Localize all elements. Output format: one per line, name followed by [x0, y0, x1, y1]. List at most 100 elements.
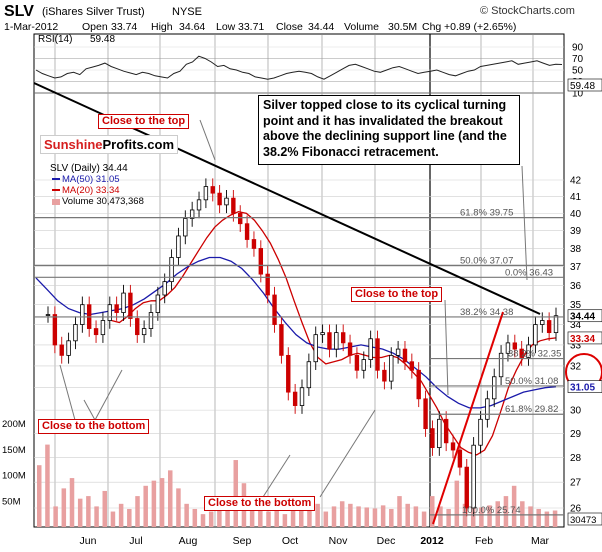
close-label: Close: [276, 21, 303, 33]
rising-trend-line: [432, 311, 504, 525]
volume-bar: [258, 506, 263, 527]
volume-bar: [168, 470, 173, 527]
candle-body: [471, 444, 476, 509]
candle-body: [155, 294, 161, 313]
annotation-pointer-line: [94, 369, 123, 421]
close-to-bottom-text-1: Close to the bottom: [42, 420, 146, 432]
candle-body: [210, 186, 215, 194]
x-tick-label: Oct: [282, 535, 298, 547]
volume-bar: [217, 503, 222, 527]
rsi-tag-box: [567, 78, 602, 92]
volume-layer: [37, 444, 558, 527]
candle-body: [519, 348, 524, 358]
price-tick-label: 32: [570, 361, 582, 372]
low-label: Low: [216, 21, 236, 33]
close-to-bottom-label-2: Close to the bottom: [204, 496, 316, 511]
candle-body: [546, 320, 552, 334]
volume-bar: [421, 511, 427, 527]
volume-bar: [413, 506, 419, 527]
candle-body: [279, 324, 284, 356]
volume-bar: [69, 478, 75, 527]
ma20-legend: MA(20) 33.34: [62, 185, 120, 196]
candle-body: [347, 342, 353, 356]
candle-body: [238, 212, 243, 225]
candle-body: [395, 348, 401, 356]
volume-bar: [274, 508, 279, 527]
brand-second: Profits.com: [102, 137, 175, 152]
volume-bar: [380, 505, 386, 527]
annotation-pointer-line: [199, 119, 216, 161]
volume-bar: [307, 498, 312, 527]
candle-body: [286, 354, 291, 393]
volume-bar: [233, 460, 239, 527]
price-tick-label: 26: [570, 504, 582, 515]
volume-bar: [348, 503, 353, 527]
volume-legend-swatch: [52, 199, 60, 205]
candle-body: [162, 281, 167, 296]
price-tick-label: 42: [570, 176, 582, 187]
candle-body: [457, 449, 463, 468]
candle-body: [505, 342, 511, 354]
annotation-pointer-line: [59, 364, 76, 421]
price-tick-label: 34: [570, 320, 582, 331]
volume-bar: [184, 503, 189, 527]
symbol-text: SLV: [4, 3, 34, 20]
close-to-top-text-1: Close to the top: [102, 115, 186, 127]
volume-bar: [323, 511, 329, 527]
candle-body: [148, 312, 154, 329]
candle-body: [478, 418, 483, 446]
high-label: High: [151, 21, 173, 33]
ma20-tag-box: [567, 331, 602, 345]
volume-bar: [389, 508, 394, 527]
volume-bar: [135, 496, 140, 527]
volume-bar: [520, 501, 525, 527]
volume-bar: [37, 465, 42, 527]
x-tick-label: Feb: [475, 535, 493, 547]
volume-bar: [94, 506, 99, 527]
rsi-panel-frame: [33, 33, 565, 94]
candle-body: [354, 354, 360, 371]
fibonacci-level-label: 38.2% 32.35: [508, 349, 561, 360]
price-candles: [45, 178, 559, 517]
close-to-bottom-text-2: Close to the bottom: [208, 497, 312, 509]
volume-bar: [192, 508, 198, 527]
fibonacci-level-label: 50.0% 31.08: [505, 376, 558, 387]
candle-body: [128, 292, 133, 319]
candle-body: [416, 369, 421, 400]
price-tick-label: 28: [570, 453, 582, 464]
axis-labels: Jun Jul Aug Sep Oct Nov Dec 2012 Feb Mar 42 41 40 39 3…: [2, 43, 602, 547]
candle-body: [292, 391, 298, 406]
candle-body: [375, 338, 380, 371]
annotation-pointer-line: [444, 299, 449, 396]
fibonacci-level-label: 38.2% 34.38: [460, 307, 513, 318]
annotation-pointer-line: [262, 454, 291, 498]
candle-body: [272, 294, 277, 325]
volume-bar: [430, 496, 435, 527]
volume-bar: [45, 444, 50, 527]
volume-bar: [266, 511, 271, 527]
volume-bar: [503, 496, 509, 527]
candle-body: [498, 352, 504, 378]
rsi-tick-label: 90: [572, 43, 584, 54]
volume-bar: [528, 506, 533, 527]
ma20-line: [111, 211, 557, 456]
volume-bar: [127, 508, 132, 527]
volume-bar: [61, 488, 67, 527]
candle-body: [389, 354, 394, 382]
rsi-line: [35, 55, 563, 80]
volume-bar: [77, 498, 83, 527]
security-name: (iShares Silver Trust): [42, 6, 145, 18]
candle-body: [361, 359, 366, 371]
candle-body: [196, 199, 202, 211]
candle-body: [169, 257, 174, 283]
candle-body: [402, 348, 408, 363]
volume-bar: [290, 506, 296, 527]
price-tick-label: 41: [570, 192, 582, 203]
volume-value: 30.5M: [388, 21, 417, 33]
ma20-tag: 33.34: [570, 334, 595, 345]
volume-bar: [495, 501, 501, 527]
price-tick-label: 37: [570, 262, 582, 273]
volume-bar: [331, 506, 337, 527]
close-to-top-label-1: Close to the top: [98, 114, 190, 129]
